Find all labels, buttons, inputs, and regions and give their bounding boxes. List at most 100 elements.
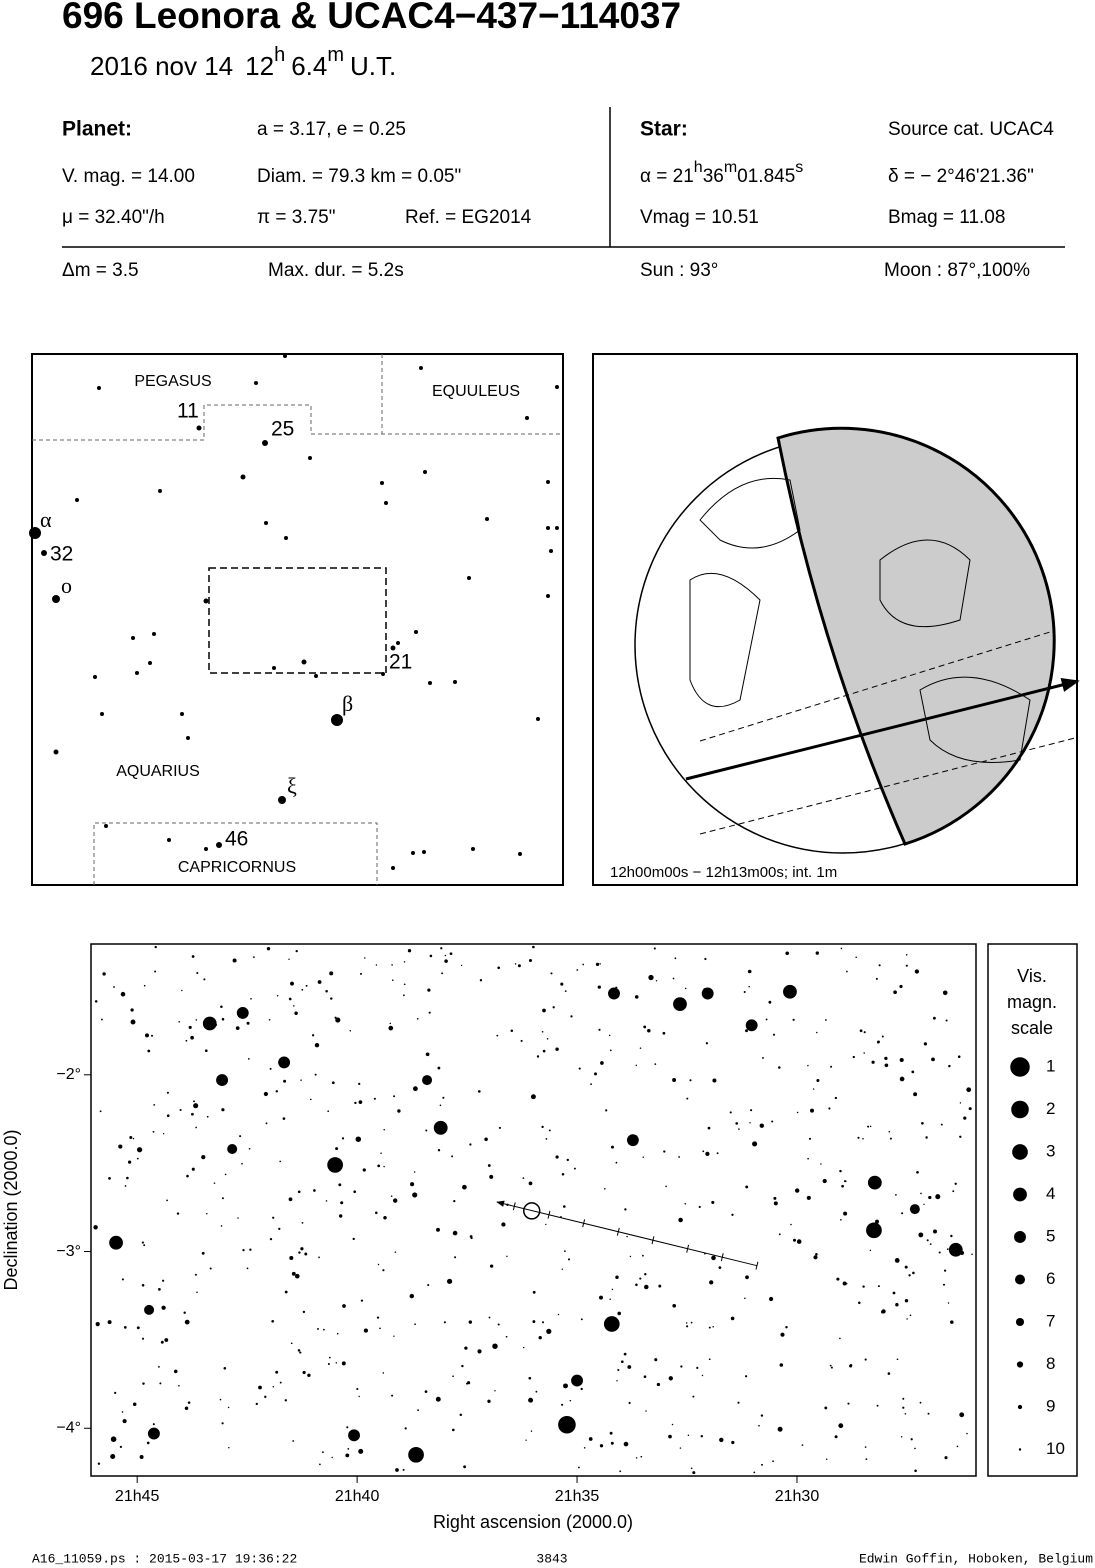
background-star	[160, 1340, 164, 1344]
background-star	[477, 1349, 482, 1354]
background-star	[617, 1311, 622, 1316]
background-star	[906, 1318, 908, 1320]
background-star	[610, 1145, 615, 1149]
background-star	[292, 1440, 295, 1442]
background-star	[239, 1135, 242, 1138]
star	[236, 1006, 249, 1019]
background-star	[345, 1453, 350, 1458]
background-star	[709, 1280, 714, 1285]
background-star	[120, 991, 126, 997]
background-star	[594, 1072, 597, 1076]
background-star	[201, 1154, 206, 1160]
background-star	[146, 1441, 150, 1445]
background-star	[778, 1066, 781, 1069]
background-star	[241, 1162, 243, 1165]
background-star	[855, 956, 857, 959]
background-star	[869, 1125, 872, 1128]
background-star	[590, 1083, 592, 1085]
background-star	[142, 1382, 145, 1385]
background-star	[364, 957, 366, 959]
background-star	[360, 972, 362, 975]
background-star	[380, 1152, 382, 1155]
finder-star	[41, 550, 47, 556]
background-star	[330, 997, 333, 1000]
background-star	[498, 1126, 501, 1129]
background-star	[193, 1103, 199, 1109]
background-star	[265, 1122, 268, 1125]
constellation-name: CAPRICORNUS	[178, 859, 296, 876]
background-star	[829, 1364, 832, 1367]
background-star	[745, 1375, 748, 1378]
background-star	[178, 1384, 180, 1387]
background-star	[412, 1192, 418, 1198]
background-star	[97, 1462, 101, 1465]
background-star	[153, 1104, 156, 1106]
background-star	[626, 1235, 628, 1238]
background-star	[700, 1434, 704, 1438]
background-star	[314, 1073, 317, 1076]
background-star	[272, 1216, 275, 1219]
finder-star	[423, 470, 427, 474]
background-star	[358, 1100, 363, 1104]
star-label: ξ	[287, 773, 297, 798]
background-star	[94, 1000, 98, 1003]
background-star	[536, 1055, 540, 1058]
legend-marker	[1014, 1231, 1026, 1243]
background-star	[772, 1460, 774, 1463]
background-star	[617, 1368, 620, 1372]
background-star	[452, 1230, 458, 1236]
background-star	[325, 990, 328, 993]
background-star	[966, 1087, 972, 1093]
x-tick-label: 21h35	[555, 1488, 600, 1505]
background-star	[847, 1402, 850, 1405]
background-star	[446, 1278, 453, 1284]
y-axis-label: Declination (2000.0)	[1, 1129, 21, 1290]
background-star	[123, 1326, 127, 1329]
background-star	[436, 1227, 440, 1232]
background-star	[442, 1096, 445, 1099]
background-star	[428, 1011, 431, 1014]
background-star	[417, 1409, 419, 1412]
background-star	[195, 1019, 198, 1021]
star	[422, 1075, 433, 1086]
background-star	[453, 1199, 456, 1203]
background-star	[904, 1413, 907, 1415]
background-star	[383, 1165, 385, 1168]
finder-star	[546, 594, 550, 598]
background-star	[616, 1380, 618, 1382]
background-star	[459, 1413, 463, 1417]
background-star	[619, 1470, 622, 1473]
background-star	[317, 1327, 319, 1330]
finder-star	[471, 847, 475, 851]
background-star	[577, 1466, 580, 1469]
background-star	[196, 1291, 198, 1294]
background-star	[875, 977, 878, 980]
background-star	[598, 1028, 601, 1031]
background-star	[510, 1029, 514, 1032]
background-star	[179, 1108, 182, 1112]
background-star	[440, 947, 443, 950]
background-star	[204, 1049, 208, 1053]
background-star	[203, 978, 206, 981]
background-star	[899, 984, 903, 989]
background-star	[862, 1285, 865, 1288]
background-star	[690, 1467, 693, 1470]
background-star	[779, 1363, 784, 1367]
moon: Moon : 87°,100%	[884, 260, 1030, 281]
background-star	[743, 990, 746, 994]
background-star	[314, 1042, 320, 1048]
background-star	[444, 959, 448, 963]
background-star	[271, 1319, 275, 1323]
background-star	[825, 1458, 828, 1460]
background-star	[183, 1311, 186, 1314]
background-star	[118, 1144, 123, 1149]
finder-star	[284, 536, 288, 540]
background-star	[443, 1321, 446, 1324]
background-star	[807, 1064, 809, 1067]
background-star	[541, 1125, 544, 1129]
legend-label: 4	[1046, 1184, 1055, 1203]
finder-star	[196, 425, 202, 431]
background-star	[441, 972, 444, 975]
background-star	[302, 1310, 306, 1314]
background-star	[718, 1266, 722, 1269]
